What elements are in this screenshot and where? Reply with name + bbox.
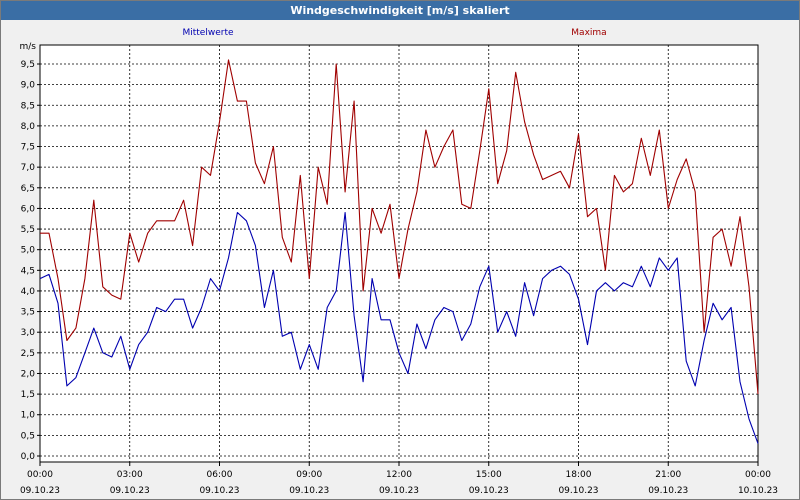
y-axis-label: m/s xyxy=(20,42,37,52)
y-tick-label: 8,0 xyxy=(21,122,36,132)
x-tick-label-date: 09.10.23 xyxy=(379,486,419,496)
y-tick-label: 7,5 xyxy=(21,143,35,153)
y-tick-label: 8,5 xyxy=(21,101,35,111)
y-tick-label: 2,0 xyxy=(21,369,36,379)
x-tick-label-time: 12:00 xyxy=(386,470,412,480)
y-tick-label: 9,0 xyxy=(21,81,36,91)
y-tick-label: 6,0 xyxy=(21,204,36,214)
y-tick-label: 1,0 xyxy=(21,411,36,421)
y-tick-label: 6,5 xyxy=(21,184,35,194)
x-tick-label-time: 00:00 xyxy=(27,470,53,480)
legend-mean: Mittelwerte xyxy=(182,28,233,38)
x-tick-label-date: 09.10.23 xyxy=(20,486,60,496)
y-tick-label: 9,5 xyxy=(21,60,35,70)
series-line-max xyxy=(40,59,759,395)
x-tick-label-date: 10.10.23 xyxy=(738,486,778,496)
y-tick-label: 0,0 xyxy=(21,452,36,462)
x-tick-label-date: 09.10.23 xyxy=(289,486,329,496)
x-tick-label-time: 03:00 xyxy=(117,470,143,480)
y-tick-label: 5,0 xyxy=(21,246,36,256)
x-tick-label-time: 18:00 xyxy=(566,470,592,480)
x-tick-label-time: 00:00 xyxy=(745,470,771,480)
x-tick-label-date: 09.10.23 xyxy=(199,486,239,496)
y-tick-label: 4,5 xyxy=(21,266,35,276)
x-tick-label-date: 09.10.23 xyxy=(558,486,598,496)
series-line-mean xyxy=(39,211,759,444)
y-tick-label: 0,5 xyxy=(21,431,35,441)
y-tick-label: 7,0 xyxy=(21,163,36,173)
x-tick-label-date: 09.10.23 xyxy=(110,486,150,496)
x-tick-label-time: 09:00 xyxy=(296,470,322,480)
y-tick-label: 4,0 xyxy=(21,287,36,297)
x-tick-label-date: 09.10.23 xyxy=(469,486,509,496)
y-tick-label: 3,5 xyxy=(21,308,35,318)
x-tick-label-time: 06:00 xyxy=(207,470,233,480)
legend-max: Maxima xyxy=(571,28,606,38)
y-tick-label: 1,5 xyxy=(21,390,35,400)
y-tick-label: 5,5 xyxy=(21,225,35,235)
x-tick-label-date: 09.10.23 xyxy=(648,486,688,496)
x-tick-label-time: 15:00 xyxy=(476,470,502,480)
y-tick-label: 3,0 xyxy=(21,328,36,338)
x-tick-label-time: 21:00 xyxy=(655,470,681,480)
window-title: Windgeschwindigkeit [m/s] skaliert xyxy=(1,1,799,20)
y-tick-label: 2,5 xyxy=(21,349,35,359)
